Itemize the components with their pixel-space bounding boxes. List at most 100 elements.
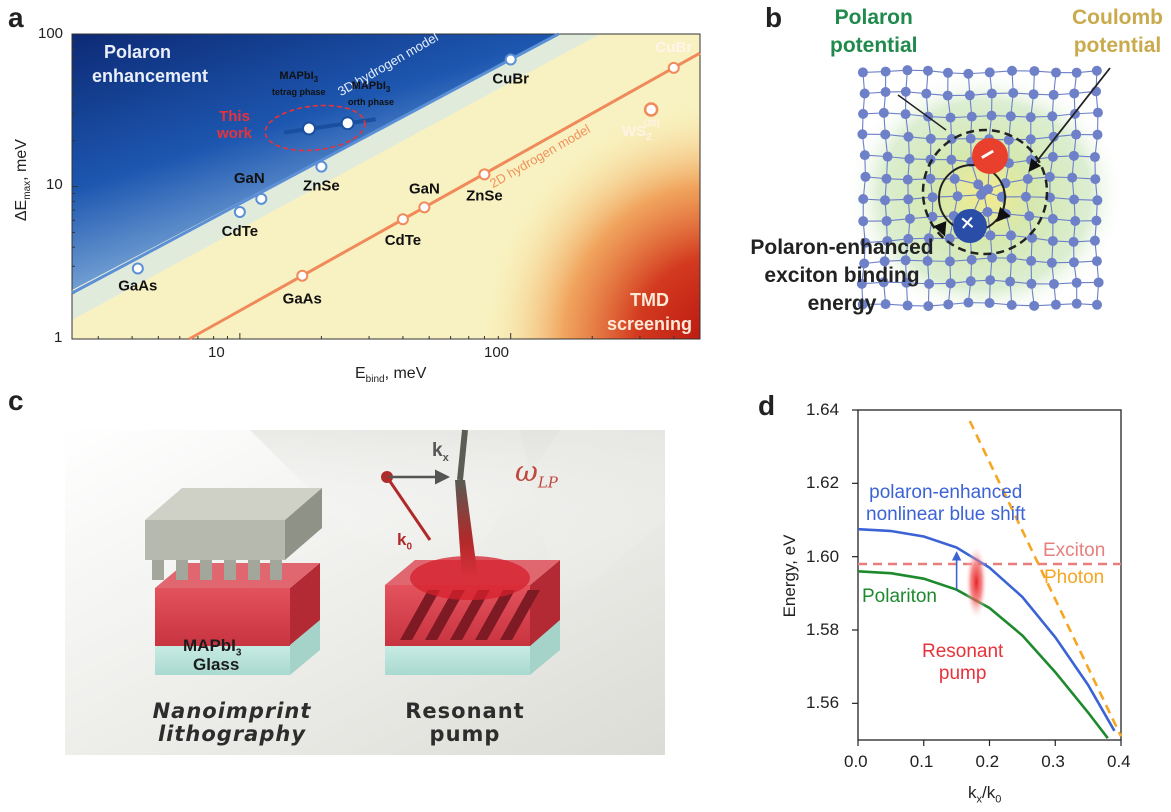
lattice-atom [1090,174,1101,185]
grating [400,590,540,640]
lattice-atom [1048,131,1059,142]
d-x-tick-label: 0.4 [1107,752,1131,771]
y-axis-label: ΔEmax, meV [12,139,34,222]
lattice-atom [1005,230,1016,241]
lattice-atom [1044,171,1055,182]
lattice-atom [985,275,996,286]
lattice-atom [1045,192,1056,203]
lattice-atom [858,216,869,227]
lattice-atom [1071,129,1082,140]
lattice-atom [1047,235,1058,246]
lattice-atom [1092,129,1103,140]
lattice-atom [1003,158,1014,169]
point-mapbi3-0 [301,121,316,136]
d-x-tick-label: 0.1 [909,752,934,771]
lattice-atom [881,215,892,226]
nanoimprint-caption: Nanoimprint lithography [152,699,312,746]
lattice-atom [1091,86,1102,97]
pump-spot [965,544,988,621]
lattice-atom [983,184,994,195]
lattice-atom [1091,299,1102,310]
lattice-atom [1068,236,1079,247]
lattice-atom [878,107,889,118]
d-y-tick-label: 1.60 [806,546,840,566]
lattice-atom [1069,88,1080,99]
lattice-atom [1008,87,1019,98]
x-tick-10: 10 [208,344,225,361]
lattice-atom [1069,194,1080,205]
lattice-atom [1068,150,1079,161]
point-ws2 [643,102,659,117]
lattice-atom [996,191,1007,202]
point-mapbi3-1 [340,116,355,131]
lattice-atom [1005,111,1016,122]
lattice-atom [1029,66,1040,77]
glass-layer-label: Glass [193,655,240,674]
lattice-atom [987,252,998,263]
lattice-atom [1003,134,1014,145]
point-3d-cdte [233,206,246,219]
label-2d-gan: GaN [409,180,440,197]
d-x-tick-label: 0.3 [1041,752,1065,771]
lattice-atom [942,90,953,101]
resonant-pump-caption: Resonant pump [405,699,525,746]
lattice-atom [984,67,995,78]
photon-annotation: Photon [1044,567,1105,588]
lattice-atom [902,65,913,76]
lattice-atom [925,154,936,165]
region-polaron-enhancement: Polaron enhancement [92,42,209,86]
ws2-label: WS2[20] [622,118,660,143]
lattice-atom [859,150,870,161]
lattice-atom [952,191,963,202]
lattice-atom [902,174,913,185]
lattice-atom [963,297,974,308]
lattice-atom [903,131,914,142]
lattice-atom [860,171,871,182]
point-3d-znse [315,160,328,173]
y-tick-10: 10 [46,176,63,193]
lattice-atom [1048,279,1059,290]
d-x-tick-label: 0.2 [975,752,1000,771]
lattice-atom [1007,65,1018,76]
d-y-tick-label: 1.56 [806,693,840,713]
lattice-atom [880,129,891,140]
point-2d-gaas [296,269,309,282]
lattice-atom [966,156,977,167]
model-2d-label: 2D hydrogen model [487,121,593,191]
lattice-atom [946,133,957,144]
lattice-atom [1025,134,1036,145]
d-y-tick-label: 1.58 [806,620,840,639]
omega-lp-label: ωLP [515,455,558,492]
lattice-atom [880,195,891,206]
lattice-atom [1093,277,1104,288]
lattice-atom [1089,152,1100,163]
lattice-atom [1046,257,1057,268]
lattice-atom [881,173,892,184]
point-3d-gan [255,192,268,205]
exciton-annotation: Exciton [1043,540,1106,561]
lattice-atom [1089,235,1100,246]
lattice-atom [985,230,996,241]
k0-label: k0 [397,530,413,553]
lattice-atom [1047,111,1058,122]
lattice-atom [978,186,989,197]
point-3d-gaas [131,262,144,275]
lattice-atom [966,254,977,265]
lattice-atom [1091,215,1102,226]
label-2d-gaas: GaAs [283,291,322,308]
lattice-atom [1026,278,1037,289]
lattice-atom [1071,277,1082,288]
panel-label-a: a [8,2,24,33]
label-2d-cdte: CdTe [385,232,421,249]
lattice-atom [1028,89,1039,100]
lattice-atom [986,88,997,99]
lattice-atom [1069,108,1080,119]
binding-energy-caption: Polaron-enhanced exciton binding energy [750,236,934,315]
lattice-atom [859,88,870,99]
label-3d-cubr: CuBr [492,71,529,88]
lattice-atom [1029,300,1040,311]
lattice-atom [882,151,893,162]
lattice-atom [1024,211,1035,222]
lattice-atom [857,129,868,140]
mapbi3-tetrag-label: MAPbI3 tetrag phase [272,70,326,98]
